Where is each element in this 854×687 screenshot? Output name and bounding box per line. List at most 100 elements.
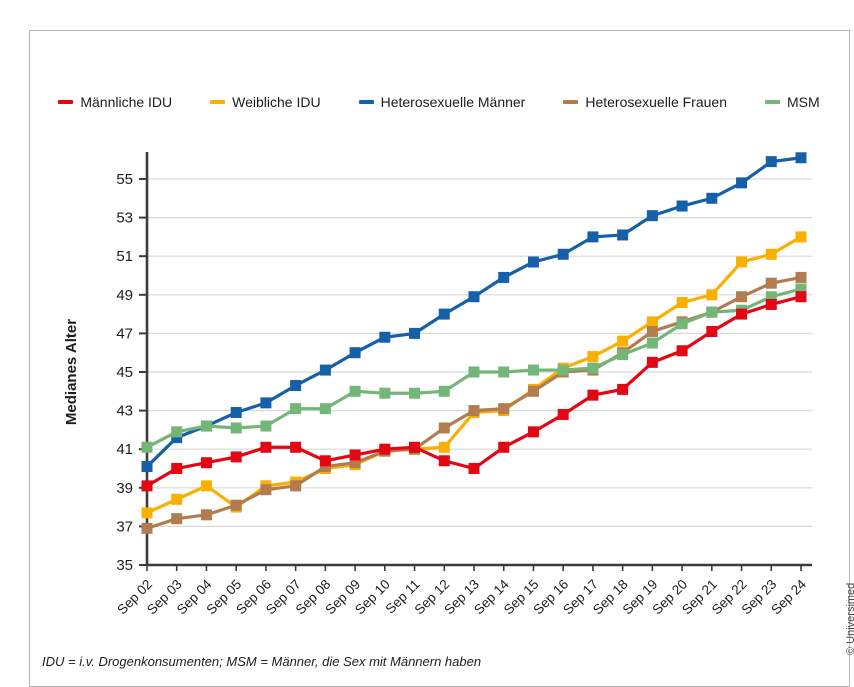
data-point-marker [736, 308, 748, 320]
data-point-marker [230, 422, 242, 434]
legend-item-0: Männliche IDU [58, 94, 172, 110]
legend-label: Heterosexuelle Männer [380, 94, 526, 110]
data-point-marker [379, 443, 391, 455]
series-maennliche-idu [141, 291, 807, 492]
legend-item-4: MSM [764, 94, 820, 110]
data-point-marker [409, 441, 421, 453]
data-point-marker [230, 451, 242, 463]
data-point-marker [676, 297, 688, 309]
data-point-marker [468, 463, 480, 474]
data-point-marker [438, 422, 450, 434]
legend-label: Weibliche IDU [232, 94, 321, 110]
y-tick-label: 47 [116, 325, 133, 342]
data-point-marker [319, 455, 331, 467]
data-point-marker [498, 403, 510, 415]
legend-label: Heterosexuelle Frauen [585, 94, 727, 110]
figure-frame [29, 30, 850, 687]
data-point-marker [646, 356, 658, 368]
footnote: IDU = i.v. Drogenkonsumenten; MSM = Männ… [42, 654, 482, 669]
y-tick-label: 41 [116, 441, 133, 458]
chart-legend: Männliche IDU Weibliche IDU Heterosexuelle… [29, 94, 849, 110]
data-point-marker [468, 291, 480, 303]
data-point-marker [141, 480, 153, 492]
data-point-marker [171, 493, 183, 505]
data-point-marker [290, 480, 302, 492]
data-point-marker [765, 291, 777, 303]
data-point-marker [646, 337, 658, 349]
data-point-marker [706, 289, 718, 301]
data-point-marker [260, 420, 272, 432]
data-point-marker [706, 306, 718, 318]
data-point-marker [557, 408, 569, 420]
y-tick-label: 35 [116, 557, 133, 574]
data-point-marker [319, 461, 331, 473]
y-tick-label: 37 [116, 518, 133, 535]
data-point-marker [409, 387, 421, 399]
data-point-marker [706, 192, 718, 204]
data-point-marker [379, 331, 391, 343]
legend-swatch-icon [563, 100, 579, 104]
y-tick-label: 49 [116, 287, 133, 304]
data-point-marker [319, 403, 331, 415]
data-point-marker [171, 463, 183, 474]
data-point-marker [736, 177, 748, 189]
data-point-marker [200, 480, 212, 492]
legend-swatch-icon [358, 100, 374, 104]
data-point-marker [438, 441, 450, 453]
data-point-marker [498, 271, 510, 283]
data-point-marker [290, 380, 302, 392]
data-point-marker [646, 325, 658, 337]
data-point-marker [795, 283, 807, 295]
data-point-marker [141, 461, 153, 473]
data-point-marker [736, 256, 748, 268]
y-tick-label: 53 [116, 210, 133, 227]
data-point-marker [319, 364, 331, 376]
data-point-marker [498, 441, 510, 453]
data-point-marker [765, 277, 777, 289]
y-axis-title: Medianes Alter [63, 319, 80, 425]
data-point-marker [498, 366, 510, 378]
data-point-marker [200, 509, 212, 521]
data-point-marker [230, 499, 242, 511]
data-point-marker [141, 522, 153, 534]
data-point-marker [349, 449, 361, 461]
data-point-marker [617, 229, 629, 241]
legend-swatch-icon [58, 100, 74, 104]
data-point-marker [141, 507, 153, 519]
data-point-marker [646, 210, 658, 222]
data-point-marker [230, 407, 242, 419]
data-point-marker [171, 426, 183, 438]
legend-item-2: Heterosexuelle Männer [358, 94, 526, 110]
data-point-marker [795, 231, 807, 243]
series-msm [141, 283, 807, 453]
data-point-marker [468, 366, 480, 378]
legend-swatch-icon [764, 100, 780, 104]
data-point-marker [765, 248, 777, 260]
data-point-marker [527, 256, 539, 268]
legend-item-1: Weibliche IDU [210, 94, 321, 110]
data-point-marker [527, 364, 539, 376]
data-point-marker [646, 316, 658, 328]
data-point-marker [171, 513, 183, 525]
y-tick-label: 55 [116, 171, 133, 188]
data-point-marker [795, 291, 807, 303]
y-tick-label: 45 [116, 364, 133, 381]
data-point-marker [527, 385, 539, 397]
data-point-marker [587, 389, 599, 401]
data-point-marker [409, 327, 421, 339]
y-tick-label: 39 [116, 480, 133, 497]
legend-label: MSM [786, 94, 820, 110]
data-point-marker [260, 397, 272, 409]
data-point-marker [736, 291, 748, 303]
data-point-marker [706, 325, 718, 337]
data-point-marker [676, 318, 688, 330]
data-point-marker [260, 441, 272, 453]
data-point-marker [290, 441, 302, 453]
data-point-marker [557, 248, 569, 260]
data-point-marker [200, 457, 212, 469]
legend-item-3: Heterosexuelle Frauen [563, 94, 727, 110]
data-point-marker [349, 457, 361, 469]
data-point-marker [200, 420, 212, 432]
data-point-marker [676, 345, 688, 357]
data-point-marker [587, 351, 599, 363]
